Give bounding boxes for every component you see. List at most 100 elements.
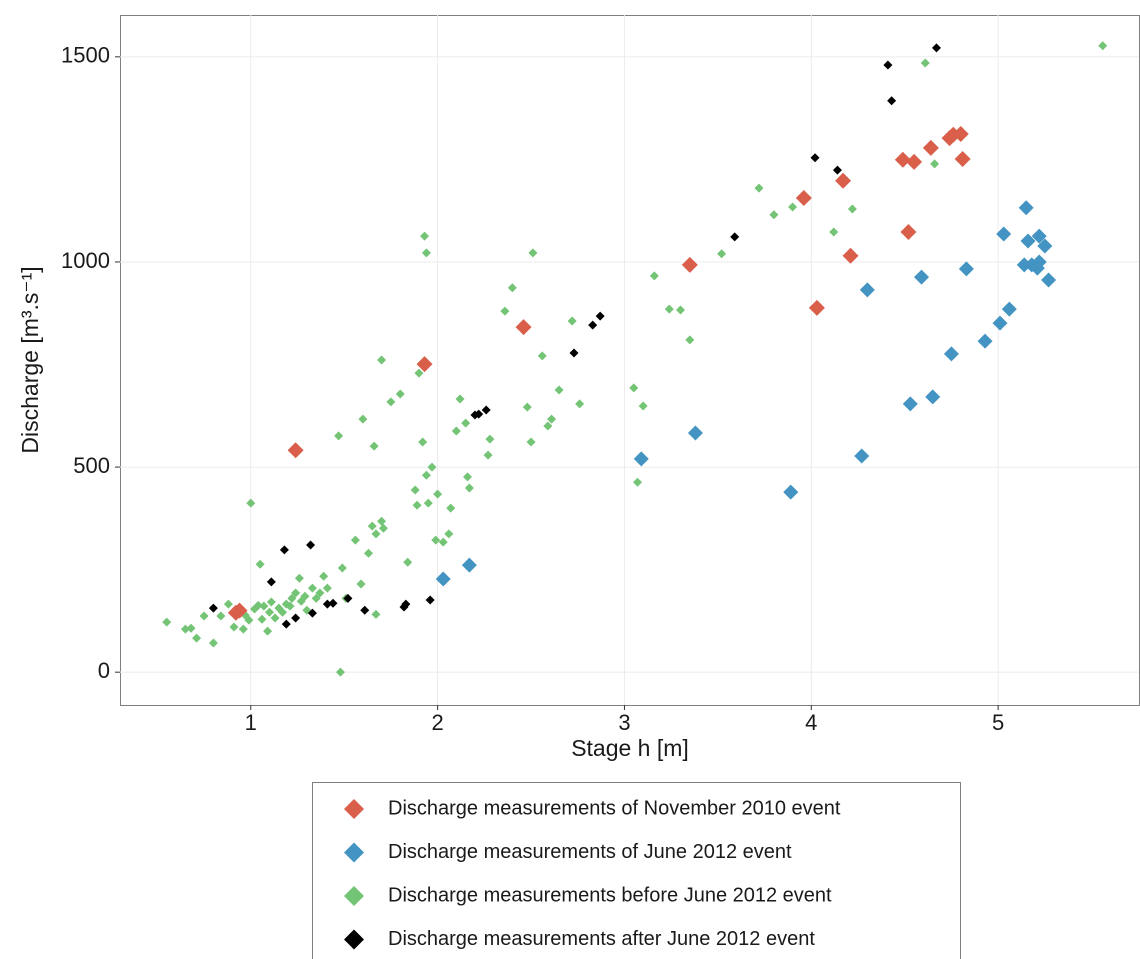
point (446, 503, 456, 513)
point (433, 489, 443, 499)
point (377, 355, 387, 365)
x-tick-label: 1 (245, 710, 257, 735)
point (287, 442, 304, 459)
grid (120, 15, 1139, 705)
point (842, 247, 859, 264)
legend-label: Discharge measurements of November 2010 … (388, 797, 841, 819)
point (461, 418, 471, 428)
point (263, 626, 273, 636)
point (906, 153, 923, 170)
point (515, 319, 532, 336)
point (257, 614, 267, 624)
point (676, 305, 686, 315)
point (253, 600, 263, 610)
point (914, 269, 930, 285)
point (386, 397, 396, 407)
point (363, 548, 373, 558)
point (1018, 200, 1034, 216)
point (343, 593, 353, 603)
point (481, 405, 491, 415)
point (266, 597, 276, 607)
point (192, 633, 202, 643)
point (229, 622, 239, 632)
point (319, 571, 329, 581)
point (685, 335, 695, 345)
point (649, 271, 659, 281)
legend-label: Discharge measurements after June 2012 e… (388, 928, 815, 950)
point (847, 204, 857, 214)
point (255, 559, 265, 569)
point (977, 333, 993, 349)
point (900, 224, 917, 241)
point (223, 599, 233, 609)
point (943, 346, 959, 362)
point (208, 603, 218, 613)
point (401, 599, 411, 609)
point (307, 608, 317, 618)
point (395, 389, 405, 399)
point (322, 599, 332, 609)
point (270, 613, 280, 623)
legend-label: Discharge measurements of June 2012 even… (388, 841, 792, 863)
plot-area (120, 15, 1140, 706)
x-axis-label: Stage h [m] (571, 735, 689, 761)
point (1041, 272, 1057, 288)
point (285, 601, 295, 611)
point (162, 617, 172, 627)
point (294, 573, 304, 583)
point (575, 399, 585, 409)
point (425, 595, 435, 605)
point (925, 389, 941, 405)
point (367, 521, 377, 531)
point (633, 451, 649, 467)
point (952, 125, 969, 142)
point (854, 448, 870, 464)
point (461, 557, 477, 573)
y-tick-label: 0 (98, 658, 110, 683)
point (832, 165, 842, 175)
legend-marker (344, 842, 364, 863)
point (431, 535, 441, 545)
point (403, 557, 413, 567)
point (410, 485, 420, 495)
point (278, 607, 288, 617)
point (358, 414, 368, 424)
point (810, 153, 820, 163)
point (526, 437, 536, 447)
point (416, 356, 433, 373)
legend (312, 782, 961, 959)
point (427, 462, 437, 472)
point (291, 613, 301, 623)
point (371, 609, 381, 619)
point (186, 623, 196, 633)
y-tick-label: 1500 (61, 43, 110, 68)
point (423, 498, 433, 508)
point (246, 498, 256, 508)
point (883, 60, 893, 70)
point (259, 601, 269, 611)
point (537, 351, 547, 361)
x-tick-label: 5 (992, 710, 1004, 735)
point (783, 484, 799, 500)
point (1098, 41, 1108, 51)
point (730, 232, 740, 242)
point (547, 414, 557, 424)
point (300, 591, 310, 601)
point (412, 500, 422, 510)
legend-marker (344, 929, 364, 950)
point (208, 638, 218, 648)
point (567, 316, 577, 326)
point (687, 425, 703, 441)
point (463, 472, 473, 482)
point (311, 593, 321, 603)
point (356, 579, 366, 589)
point (629, 383, 639, 393)
point (528, 248, 538, 258)
point (334, 431, 344, 441)
point (930, 159, 940, 169)
point (199, 611, 209, 621)
point (595, 311, 605, 321)
x-tick-label: 2 (431, 710, 443, 735)
point (485, 434, 495, 444)
point (287, 593, 297, 603)
